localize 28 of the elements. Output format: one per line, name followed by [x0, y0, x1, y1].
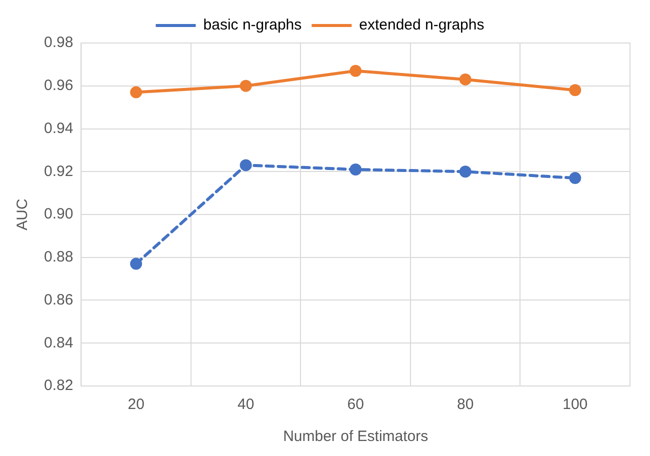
point	[459, 166, 472, 178]
point	[350, 64, 362, 77]
legend-label: basic n-graphs	[203, 16, 302, 34]
y-tick-label: 0.84	[44, 334, 74, 352]
y-tick-label: 0.94	[44, 120, 74, 137]
y-tick-label: 0.92	[44, 162, 74, 180]
y-tick-label: 0.90	[44, 206, 74, 223]
point	[240, 159, 252, 172]
y-tick-label: 0.88	[44, 248, 74, 266]
point	[569, 172, 582, 184]
point	[459, 73, 472, 86]
x-tick-label: 20	[128, 396, 144, 414]
point	[569, 84, 582, 96]
y-tick-label: 0.96	[44, 77, 74, 94]
point	[130, 258, 142, 270]
x-tick-label: 80	[457, 396, 474, 414]
y-tick-label: 0.82	[44, 377, 74, 394]
x-axis-title: Number of Estimators	[283, 428, 428, 446]
y-axis-title: AUC	[14, 198, 32, 230]
y-tick-label: 0.86	[44, 291, 74, 308]
x-tick-label: 60	[347, 396, 364, 414]
legend-label: extended n-graphs	[359, 16, 484, 34]
x-tick-label: 40	[237, 396, 254, 414]
point	[130, 86, 142, 98]
y-tick-label: 0.98	[44, 34, 74, 52]
x-tick-label: 100	[562, 396, 588, 414]
point	[240, 80, 252, 92]
point	[350, 163, 362, 176]
